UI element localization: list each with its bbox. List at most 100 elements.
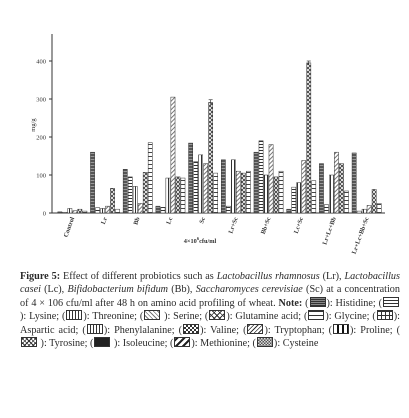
legend-swatch-glutamine [209, 310, 226, 321]
bar-thr [165, 177, 171, 214]
note-label: Note: [278, 297, 303, 309]
legend-item-threonine: (): Threonine; [61, 310, 140, 323]
legend-swatch-glycine [308, 310, 325, 321]
bar-gly [180, 177, 186, 214]
bar-ser [203, 163, 209, 214]
bar-lys [291, 186, 297, 214]
y-axis-label: mg/g [30, 118, 37, 132]
legend-item-tyrosine: ( ): Tyrosine; [20, 325, 400, 349]
legend-item-phenylalanine: (): Phenylalanine; [82, 323, 179, 336]
legend-item-glutamine: (): Glutamine acid; [204, 310, 304, 323]
bar-gly [213, 172, 219, 214]
bar-thr [231, 159, 236, 214]
x-tick-label: Lr [100, 216, 109, 225]
bar-hist [286, 208, 292, 214]
legend-item-valine: (): Valine; [178, 323, 244, 336]
y-tick-label: 100 [36, 173, 46, 180]
bar-ser [137, 203, 143, 214]
bar-ser [105, 205, 110, 214]
bar-thr [296, 182, 302, 214]
bar-gly [376, 203, 382, 214]
caption-lc-name: Lactobacillus casei [20, 271, 400, 296]
bar-hist [122, 169, 128, 214]
bar-lys [258, 140, 264, 214]
bar-lys [356, 210, 362, 214]
caption-text-3: (Lc), [40, 284, 68, 296]
bar-thr [361, 208, 367, 214]
bar-lys [62, 211, 68, 214]
caption-text-2: (Lr), [319, 271, 345, 282]
bar-hist [351, 152, 357, 214]
legend-swatch-phenylalanine [86, 323, 103, 334]
x-tick-label: Control [63, 216, 77, 238]
y-tick-label: 0 [43, 211, 46, 218]
bar-glu [339, 163, 344, 214]
bar-ser [170, 96, 176, 214]
bar-lys [324, 204, 329, 214]
x-tick-label: Bb+Sc [260, 216, 273, 235]
x-axis-label: 4×106cfu/ml [184, 236, 217, 245]
legend-item-serine: ( ): Serine; [139, 310, 205, 323]
bar-lys [226, 205, 231, 214]
bar-thr [67, 208, 73, 214]
bar-ser [366, 205, 372, 214]
caption-bb-name: Bifidobacterium bifidum [67, 284, 169, 296]
bar-glu [273, 176, 279, 214]
bar-thr [100, 208, 105, 214]
legend-swatch-tryptophan [247, 323, 264, 334]
caption-text-1: Effect of different probiotics such as [60, 271, 217, 282]
legend-item-aspartic: (): Aspartic acid; [20, 310, 401, 336]
bar-glu [175, 176, 181, 214]
legend: (): Histidine; (): Lysine; (): Threonine… [20, 296, 401, 350]
bar-hist [221, 159, 226, 214]
caption-sc-name: Saccharomyces cerevisiae [195, 284, 303, 296]
bar-lys [193, 161, 199, 214]
bar-hist [253, 151, 259, 214]
legend-item-methionine: (): Methionine; [169, 337, 253, 350]
bar-ser [236, 170, 241, 214]
bar-chart: 0 100 200 300 400 mg/g Control Lr Bb Lc Sc Lr+Sc Bb+… [30, 34, 385, 255]
bar-hist [188, 142, 194, 214]
bar-ser [301, 160, 307, 214]
bar-glu [241, 172, 246, 214]
legend-item-proline: (): Proline; [328, 323, 397, 336]
bars [57, 60, 382, 214]
legend-swatch-isoleucine [94, 337, 111, 348]
bar-thr [263, 174, 269, 214]
bar-glu [371, 189, 377, 214]
caption-text-5: (Sc) at a concentration of 4 × 106 cfu/m… [20, 284, 400, 309]
legend-item-lysine: (): Lysine; [20, 296, 400, 322]
chart-area: 0 100 200 300 400 mg/g Control Lr Bb Lc Sc Lr+Sc Bb+… [30, 34, 385, 255]
bar-gly [147, 142, 153, 214]
bar-thr [198, 154, 204, 214]
bar-glu [77, 208, 83, 214]
y-tick-label: 400 [36, 59, 46, 66]
bar-ser [72, 210, 78, 214]
legend-item-tryptophan: (): Tryptophan; [243, 323, 329, 336]
caption-text-4: (Bb), [168, 284, 196, 296]
bar-gly [278, 170, 284, 214]
legend-swatch-proline [333, 323, 350, 334]
bar-gly [311, 180, 317, 214]
bar-glu [110, 188, 115, 214]
legend-swatch-valine [183, 323, 200, 334]
legend-swatch-cysteine [256, 337, 273, 348]
legend-swatch-methionine [174, 337, 191, 348]
bar-ser [268, 144, 274, 214]
caption-lr-name: Lactobacillus rhamnosus [216, 271, 320, 282]
bar-hist [57, 211, 63, 214]
bar-glu [208, 102, 214, 214]
figure-label: Figure 5: [20, 271, 61, 282]
legend-swatch-serine [144, 310, 161, 321]
bar-lys [160, 207, 166, 214]
bar-gly [115, 208, 120, 214]
bar-glu [142, 172, 148, 214]
x-tick-label: Bb [132, 216, 141, 226]
legend-swatch-aspartic [376, 310, 393, 321]
x-tick-label: Lr+Lc+Bb [321, 216, 338, 246]
legend-swatch-tyrosine [21, 337, 37, 348]
legend-item-glycine: (): Glycine; [303, 310, 373, 323]
x-tick-label: Lc [165, 216, 174, 225]
bar-glu [306, 62, 312, 214]
legend-swatch-lysine [383, 296, 399, 307]
